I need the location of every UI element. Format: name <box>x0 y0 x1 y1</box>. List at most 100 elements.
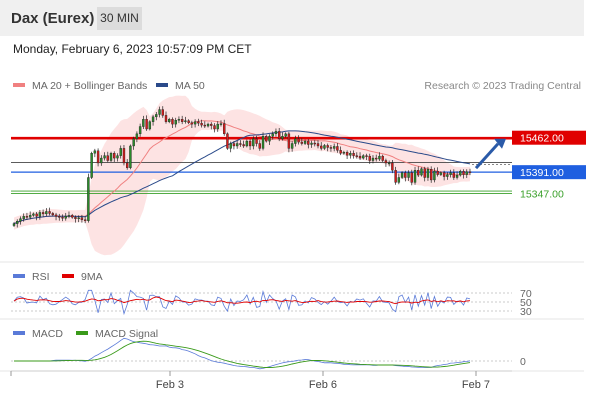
candle-body <box>336 146 339 151</box>
candle-body <box>226 133 229 149</box>
candle-body <box>148 121 152 130</box>
candle-body <box>180 119 184 122</box>
candle-body <box>187 120 190 123</box>
legend-ma50: MA 50 <box>156 80 205 92</box>
candle-body <box>216 123 219 130</box>
candle-body <box>281 136 284 139</box>
ma50-swatch-icon <box>156 83 168 88</box>
candle-body <box>446 174 449 177</box>
candle-body <box>417 170 420 176</box>
forecast-arrow <box>474 142 500 170</box>
candle-body <box>252 138 255 147</box>
candle-body <box>158 109 161 115</box>
forecast-arrow-head <box>494 138 506 149</box>
candle-body <box>83 219 87 221</box>
candle-body <box>106 155 109 161</box>
chart-header: Dax (Eurex) 30 MIN <box>0 0 584 36</box>
legend-9ma-label: 9MA <box>81 271 103 283</box>
candle-body <box>58 216 61 218</box>
candle-body <box>61 217 64 219</box>
candle-body <box>87 177 90 221</box>
legend-ma20-bollinger: MA 20 + Bollinger Bands <box>13 80 147 92</box>
candle-body <box>45 211 48 215</box>
rsi-9ma-line <box>13 296 471 305</box>
candle-body <box>342 152 346 154</box>
ma20-swatch-icon <box>13 83 25 88</box>
legend-macd-signal-label: MACD Signal <box>95 328 159 340</box>
candle-body <box>242 144 245 147</box>
candle-body <box>177 119 181 121</box>
candle-body <box>442 172 446 177</box>
candle-body <box>384 160 388 164</box>
legend-rsi-label: RSI <box>32 271 50 283</box>
candle-body <box>423 168 426 178</box>
candle-body <box>119 148 122 156</box>
macd-zero-label: 0 <box>520 356 526 368</box>
candle-body <box>323 145 326 149</box>
candle-body <box>96 150 100 164</box>
price-label-support: 15347.00 <box>520 189 564 201</box>
candle-body <box>77 217 80 219</box>
candle-body <box>135 133 139 139</box>
candle-body <box>210 123 213 126</box>
candle-body <box>274 131 278 135</box>
candle-body <box>400 172 404 178</box>
candle-body <box>381 155 384 161</box>
candle-body <box>71 215 74 218</box>
candle-body <box>375 157 378 160</box>
price-label-pivot: 15391.00 <box>520 167 564 179</box>
candle-body <box>122 148 126 164</box>
price-label-resistance: 15462.00 <box>520 133 564 145</box>
candle-body <box>429 169 433 181</box>
candle-body <box>297 138 300 143</box>
rsi-swatch-icon <box>13 274 25 279</box>
candle-body <box>129 145 132 168</box>
candle-body <box>155 114 158 118</box>
candle-body <box>161 109 164 116</box>
candle-body <box>151 116 155 122</box>
timeframe-button[interactable]: 30 MIN <box>97 7 142 30</box>
candle-body <box>67 215 71 217</box>
ma50-line <box>13 130 471 225</box>
candle-body <box>93 150 97 154</box>
candle-body <box>271 133 274 137</box>
candle-body <box>339 150 342 154</box>
candle-body <box>459 170 462 176</box>
legend-macd-label: MACD <box>32 328 63 340</box>
candle-body <box>80 217 84 220</box>
candle-body <box>190 122 194 125</box>
candle-body <box>74 217 77 219</box>
candle-body <box>439 172 443 175</box>
candle-body <box>32 213 35 216</box>
macd-swatch-icon <box>13 331 25 336</box>
candle-body <box>229 143 232 149</box>
candle-body <box>371 157 375 161</box>
rsi-level-label: 70 <box>520 288 532 300</box>
candle-body <box>164 115 168 122</box>
candle-body <box>103 155 106 159</box>
candle-body <box>171 119 174 125</box>
macd-signal-swatch-icon <box>76 331 88 336</box>
candle-body <box>287 133 291 149</box>
candle-body <box>200 122 203 126</box>
candle-body <box>378 155 381 160</box>
candle-body <box>284 133 287 137</box>
candle-body <box>362 155 365 159</box>
candle-body <box>268 136 271 142</box>
candle-body <box>206 123 210 127</box>
candle-body <box>132 138 135 147</box>
legend-macd: MACD <box>13 328 63 340</box>
9ma-swatch-icon <box>62 274 74 279</box>
candle-body <box>303 140 307 144</box>
candle-body <box>265 136 268 142</box>
candle-body <box>116 155 119 159</box>
candle-body <box>258 143 261 149</box>
legend-9ma: 9MA <box>62 271 103 283</box>
candle-body <box>433 170 436 181</box>
candle-body <box>168 119 171 122</box>
candle-body <box>455 174 459 178</box>
candle-body <box>51 213 55 216</box>
candle-body <box>449 172 452 175</box>
candle-body <box>413 170 417 183</box>
